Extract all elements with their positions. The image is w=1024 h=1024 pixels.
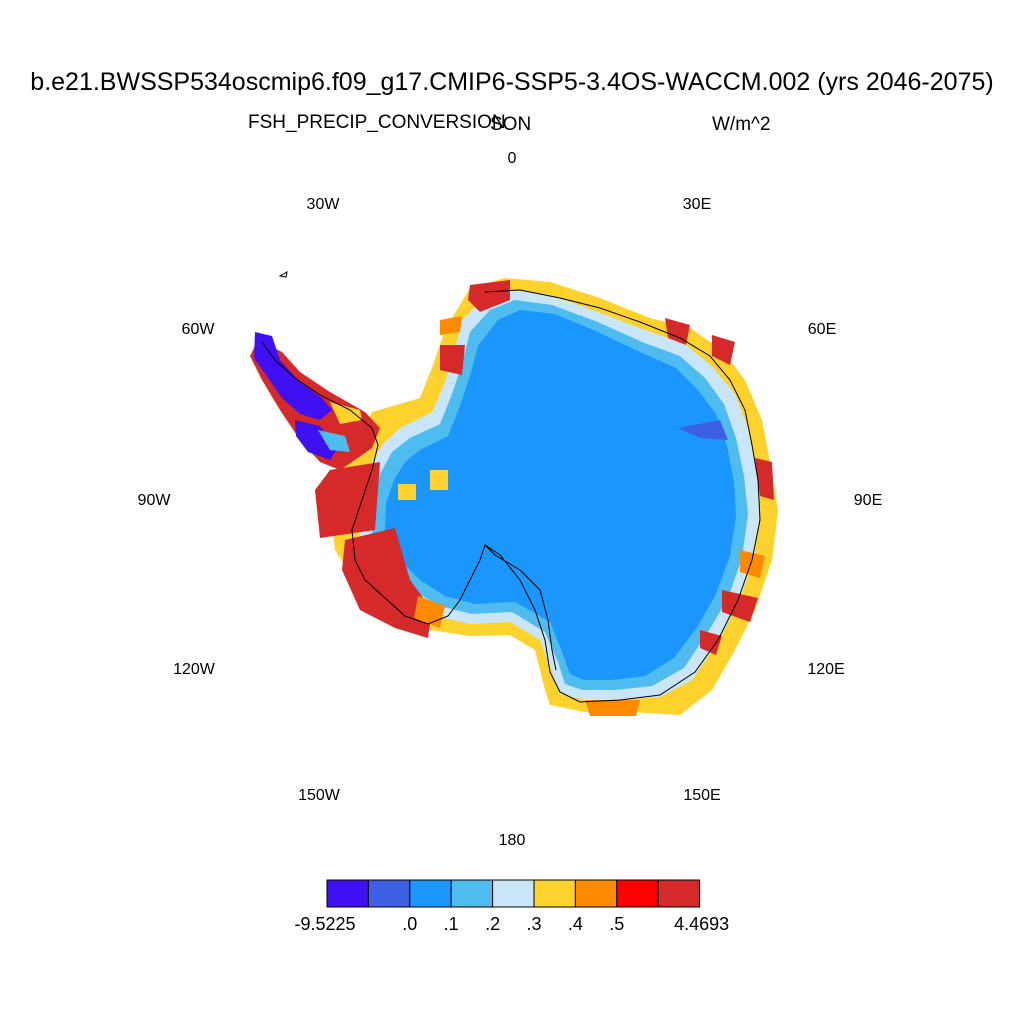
antarctica-field [250,271,778,716]
season-label: SON [490,114,532,135]
chart-title: b.e21.BWSSP534oscmip6.f09_g17.CMIP6-SSP5… [30,68,994,96]
east-negative [678,420,728,440]
interior-yellow-patches [398,470,448,500]
lon-label-120w: 120W [173,661,215,678]
lon-label-30w: 30W [306,196,340,213]
peninsula-yellow [330,402,362,424]
units-label: W/m^2 [712,114,771,135]
lon-label-120e: 120E [807,661,845,678]
colorbar-swatch [533,879,576,908]
lon-label-90w: 90W [137,492,171,509]
colorbar-label: .1 [443,914,459,934]
lon-label-60e: 60E [807,321,837,338]
colorbar-swatch [574,879,618,908]
colorbar-label: 4.4693 [674,914,730,934]
lon-label-0: 0 [507,150,517,167]
colorbar-label: .3 [526,914,542,934]
coastline [261,289,761,703]
lon-label-30e: 30E [682,196,712,213]
colorbar-label: .0 [402,914,418,934]
island-marker [278,271,288,278]
colorbar-label: .4 [567,914,583,934]
colorbar-swatch [450,879,494,908]
lon-label-150e: 150E [683,787,721,804]
colorbar-swatch [409,879,452,908]
colorbar-label: .2 [485,914,501,934]
colorbar-swatch [367,879,411,908]
lon-label-60w: 60W [181,321,215,338]
colorbar-swatch [326,879,369,908]
ross-shelf-edge [484,544,557,671]
colorbar-label: -9.5225 [294,914,356,934]
peninsula-negative-2 [295,420,338,460]
colorbar-label: .5 [609,914,625,934]
interior-plateau [385,310,736,680]
colorbar-swatch [657,879,701,908]
colorbar [326,879,701,908]
colorbar-swatch [492,879,535,908]
lon-label-90e: 90E [853,492,883,509]
variable-name: FSH_PRECIP_CONVERSION [248,112,506,133]
colorbar-swatch [616,879,659,908]
high-value-patches [315,280,774,655]
lon-label-180: 180 [498,832,526,849]
peninsula-blue [318,430,350,452]
lon-label-150w: 150W [298,787,340,804]
